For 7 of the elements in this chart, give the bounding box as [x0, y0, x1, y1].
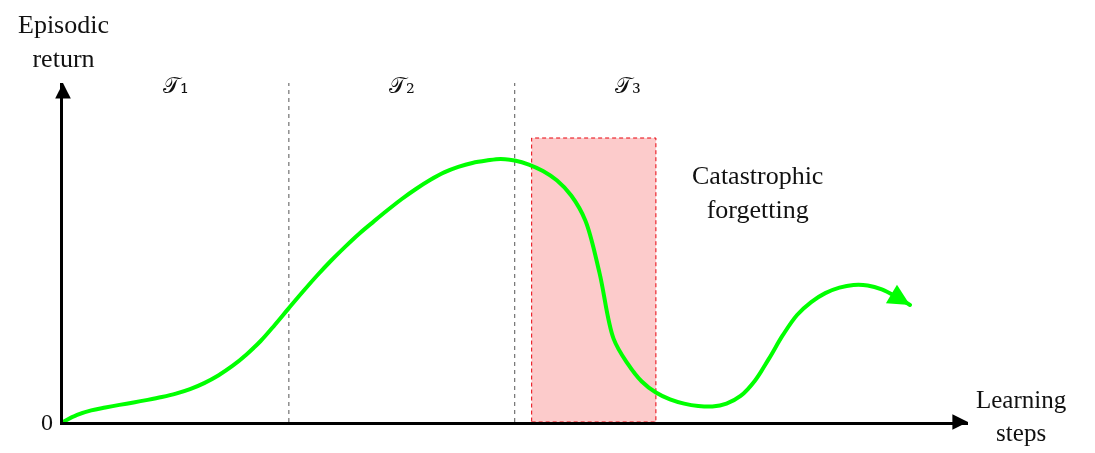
text: 𝒯₃: [615, 73, 641, 98]
y-axis-title: Episodic return: [18, 10, 109, 73]
text: 𝒯₂: [389, 73, 415, 98]
text: 0: [41, 409, 53, 435]
text: 𝒯₁: [163, 73, 189, 98]
x-axis-title: Learning steps: [976, 386, 1067, 446]
annotation: Catastrophic forgetting: [692, 161, 824, 224]
